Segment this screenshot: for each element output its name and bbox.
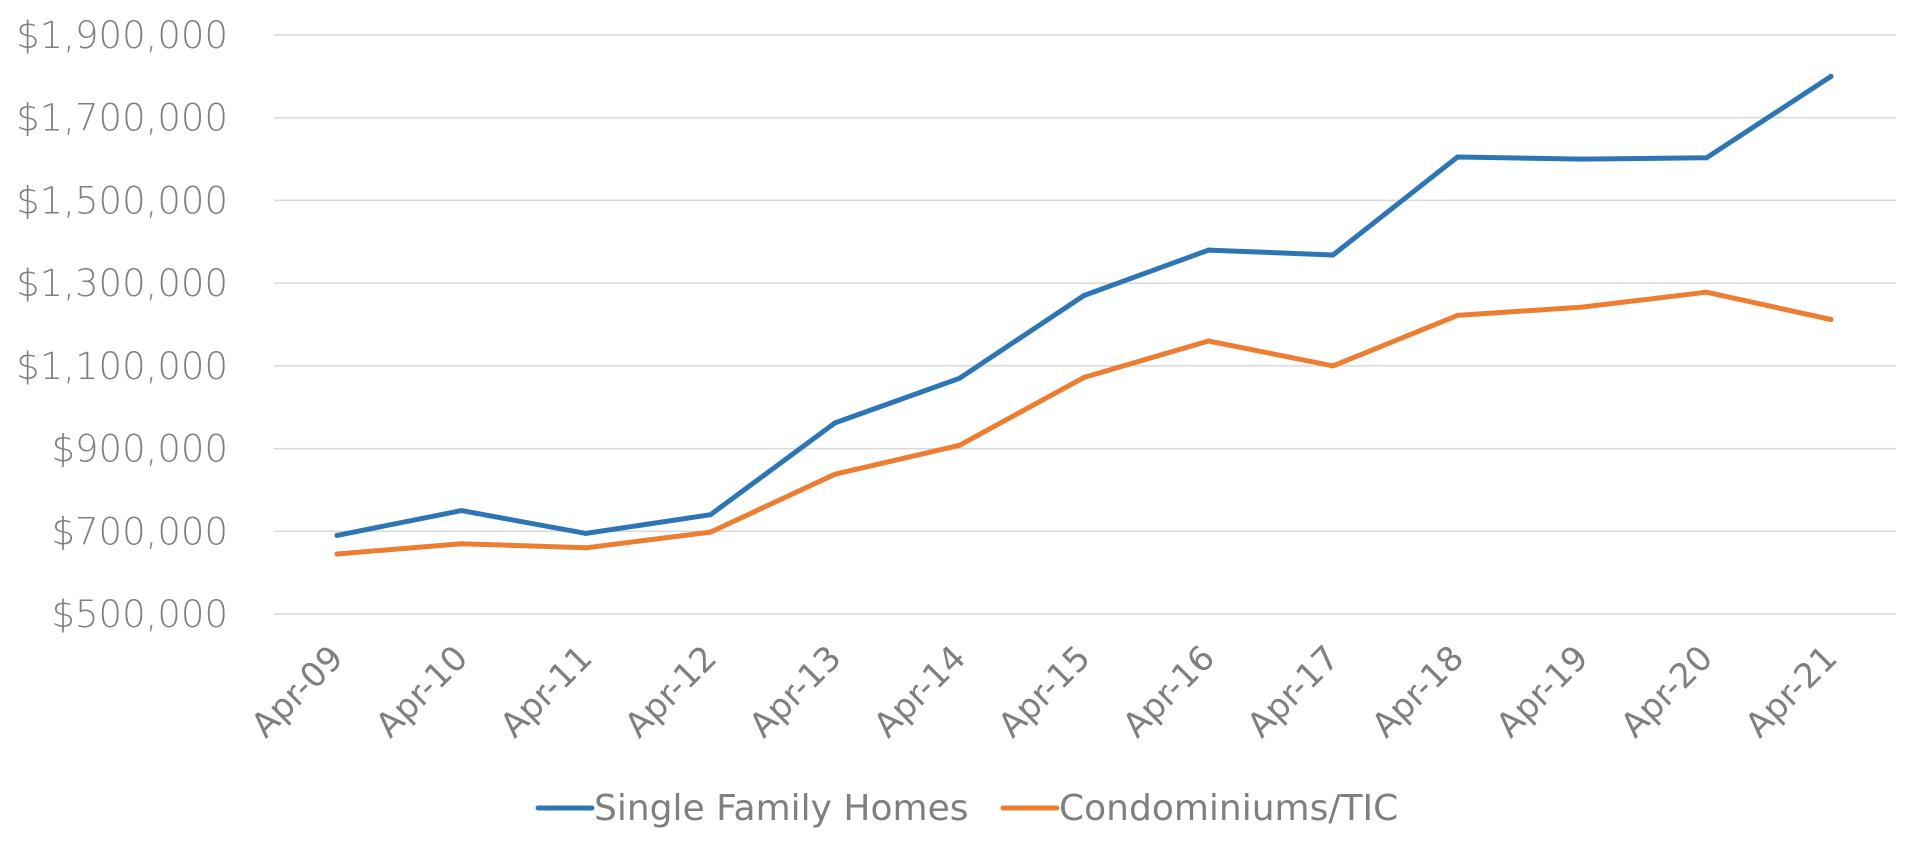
- y-tick-label: $700,000: [51, 510, 228, 553]
- x-tick-label: Apr-16: [1115, 638, 1223, 746]
- data-point: [1330, 252, 1336, 258]
- legend-label: Condominiums/TIC: [1059, 788, 1398, 829]
- y-tick-label: $900,000: [51, 428, 228, 471]
- data-point: [832, 471, 838, 477]
- legend: Single Family Homes Condominiums/TIC: [535, 788, 1398, 829]
- data-point: [1579, 156, 1585, 162]
- x-tick-label: Apr-12: [617, 638, 725, 746]
- data-point: [583, 530, 589, 536]
- data-point: [1081, 293, 1087, 299]
- y-tick-label: $1,100,000: [16, 345, 228, 388]
- y-tick-label: $1,500,000: [16, 179, 228, 222]
- x-tick-label: Apr-15: [991, 638, 1099, 746]
- y-tick-label: $1,700,000: [16, 97, 228, 140]
- data-point: [1828, 73, 1834, 79]
- y-axis-ticks: $500,000 $700,000 $900,000 $1,100,000 $1,300…: [16, 14, 228, 636]
- data-point: [708, 512, 713, 518]
- data-point: [1081, 374, 1087, 380]
- data-point: [459, 541, 464, 547]
- x-tick-label: Apr-11: [493, 638, 601, 746]
- grid-lines: [274, 34, 1896, 615]
- x-tick-label: Apr-10: [368, 638, 476, 746]
- x-tick-label: Apr-20: [1613, 638, 1721, 746]
- data-point: [583, 545, 589, 551]
- series-line-condominiums-tic: [334, 289, 1834, 557]
- data-point: [957, 375, 962, 381]
- data-point: [1206, 338, 1211, 344]
- data-point: [459, 508, 464, 514]
- x-tick-label: Apr-19: [1489, 638, 1597, 746]
- data-point: [1455, 312, 1460, 318]
- x-tick-label: Apr-14: [866, 638, 974, 746]
- y-tick-label: $1,900,000: [16, 14, 228, 57]
- data-point: [334, 551, 340, 557]
- data-point: [1206, 247, 1211, 253]
- x-tick-label: Apr-18: [1364, 638, 1472, 746]
- x-axis-ticks: Apr-09 Apr-10 Apr-11 Apr-12 Apr-13 Apr-14 Apr-…: [244, 638, 1846, 746]
- legend-label: Single Family Homes: [594, 788, 968, 829]
- data-point: [1828, 317, 1834, 323]
- data-point: [1579, 304, 1585, 310]
- data-point: [1704, 289, 1709, 295]
- data-point: [1455, 154, 1460, 160]
- y-tick-label: $500,000: [51, 593, 228, 636]
- x-tick-label: Apr-21: [1738, 638, 1846, 746]
- data-point: [957, 442, 962, 448]
- data-point: [1330, 363, 1336, 369]
- data-point: [832, 420, 838, 426]
- x-tick-label: Apr-17: [1240, 638, 1348, 746]
- x-tick-label: Apr-09: [244, 638, 352, 746]
- series-lines: [334, 73, 1834, 557]
- data-point: [334, 532, 340, 538]
- data-point: [1704, 155, 1709, 161]
- x-tick-label: Apr-13: [742, 638, 850, 746]
- y-tick-label: $1,300,000: [16, 262, 228, 305]
- data-point: [708, 529, 713, 535]
